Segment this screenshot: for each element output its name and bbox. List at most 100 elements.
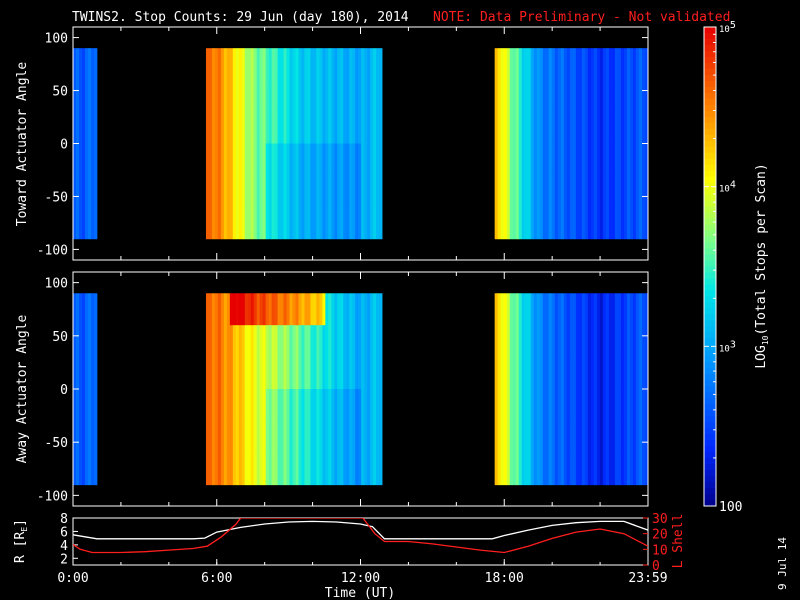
heat-cell	[316, 420, 320, 454]
heat-cell	[310, 389, 314, 422]
heat-cell	[259, 79, 264, 113]
heat-cell	[265, 143, 270, 176]
heat-cell	[376, 452, 380, 486]
heat-cell	[211, 293, 216, 326]
heat-cell	[370, 207, 374, 240]
heat-cell	[364, 357, 368, 390]
heat-cell	[554, 357, 559, 390]
heat-cell	[310, 175, 314, 208]
heat-cell	[593, 293, 598, 326]
heat-cell	[280, 452, 284, 486]
heat-cell	[563, 175, 568, 208]
colorbar-cell	[704, 152, 716, 160]
heat-cell	[367, 452, 371, 486]
heat-cell	[292, 389, 296, 422]
heat-cell	[509, 357, 514, 390]
heat-cell	[334, 357, 338, 390]
heat-cell	[566, 420, 571, 454]
heat-cell	[599, 452, 604, 486]
heat-cell	[352, 420, 356, 454]
heat-cell	[575, 143, 580, 176]
heat-cell	[340, 325, 344, 358]
heat-cell	[238, 357, 243, 390]
heat-cell	[331, 389, 335, 422]
heat-cell	[512, 357, 517, 390]
heat-cell	[337, 175, 341, 208]
heat-cell	[220, 420, 225, 454]
heat-cell	[379, 325, 383, 358]
heat-cell	[208, 143, 213, 176]
heat-cell	[545, 293, 550, 326]
heat-cell	[205, 111, 210, 144]
r-ylabel-sub: E	[20, 527, 29, 532]
heat-cell	[530, 111, 535, 144]
heat-cell	[608, 207, 613, 240]
heat-cell	[566, 325, 571, 358]
heat-cell	[346, 452, 350, 486]
colorbar-cell	[704, 188, 716, 196]
heat-cell	[307, 325, 311, 358]
heat-cell	[635, 357, 640, 390]
heat-cell	[295, 207, 299, 240]
heat-cell	[379, 79, 383, 113]
heat-cell	[247, 111, 252, 144]
heat-cell	[617, 79, 622, 113]
heat-cell	[205, 293, 210, 326]
heat-cell	[584, 143, 589, 176]
heat-cell	[343, 207, 347, 240]
heat-cell	[289, 293, 293, 326]
heat-cell	[584, 111, 589, 144]
heat-cell	[503, 143, 508, 176]
heat-cell	[584, 207, 589, 240]
colorbar-cell	[704, 98, 716, 106]
heat-cell	[310, 293, 314, 326]
heat-cell	[277, 325, 281, 358]
heat-cell	[578, 175, 583, 208]
heat-cell	[593, 79, 598, 113]
heat-cell	[557, 357, 562, 390]
heat-cell	[352, 175, 356, 208]
heat-cell	[632, 420, 637, 454]
heat-cell	[584, 357, 589, 390]
r-series-line	[73, 520, 648, 540]
y-tick-label: 0	[60, 138, 68, 153]
heat-cell	[304, 111, 308, 144]
time-tick-label: 12:00	[341, 571, 380, 586]
heat-cell	[572, 175, 577, 208]
heat-cell	[268, 357, 273, 390]
heat-cell	[563, 420, 568, 454]
heat-cell	[310, 420, 314, 454]
heat-cell	[500, 357, 505, 390]
colorbar-cell	[704, 212, 716, 220]
heat-cell	[617, 325, 622, 358]
heat-cell	[572, 143, 577, 176]
heat-cell	[524, 79, 529, 113]
heat-cell	[503, 389, 508, 422]
heat-cell	[623, 293, 628, 326]
heat-cell	[241, 293, 246, 326]
heat-cell	[73, 207, 77, 240]
heat-cell	[539, 325, 544, 358]
heat-cell	[223, 207, 228, 240]
away-ylabel: Away Actuator Angle	[15, 314, 30, 463]
heat-cell	[349, 48, 353, 81]
heat-cell	[572, 293, 577, 326]
heat-cell	[78, 325, 83, 358]
heat-cell	[512, 420, 517, 454]
heat-cell	[268, 420, 273, 454]
heat-cell	[250, 143, 255, 176]
heat-cell	[301, 48, 305, 81]
heat-cell	[78, 357, 83, 390]
r-tick-label: 6	[60, 525, 68, 540]
heat-cell	[349, 175, 353, 208]
heat-cell	[358, 357, 362, 390]
colorbar-cell	[704, 116, 716, 124]
heat-cell	[379, 143, 383, 176]
heat-cell	[331, 175, 335, 208]
heat-cell	[509, 143, 514, 176]
heat-cell	[614, 48, 619, 81]
heat-cell	[93, 48, 98, 81]
heat-cell	[578, 79, 583, 113]
